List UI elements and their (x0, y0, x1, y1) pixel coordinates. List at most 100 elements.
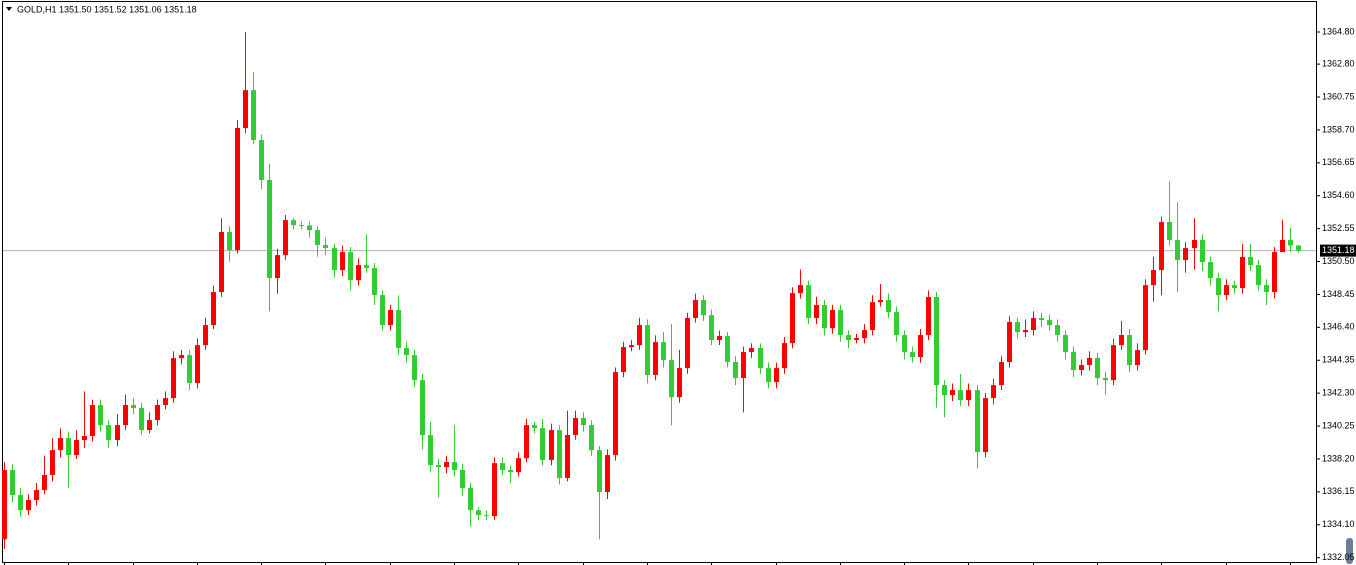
price-label-box (1320, 244, 1356, 257)
candle-body (90, 405, 95, 437)
candle-body (340, 252, 345, 271)
candle-body (669, 360, 674, 398)
candle-body (1119, 335, 1124, 346)
candle-body (693, 300, 698, 319)
candle-body (677, 368, 682, 398)
scroll-handle[interactable] (1346, 538, 1353, 564)
candle-body (115, 425, 120, 441)
candle-body (1151, 270, 1156, 286)
candle-body (123, 405, 128, 426)
candle-body (758, 348, 763, 369)
candle-body (50, 450, 55, 476)
candle-body (203, 325, 208, 346)
candle-body (1240, 257, 1245, 289)
candle-body (187, 355, 192, 384)
candle-body (396, 310, 401, 349)
candle-body (275, 255, 280, 279)
candle-body (235, 127, 240, 251)
candle-body (251, 90, 256, 141)
candle-body (259, 140, 264, 180)
candle-body (958, 390, 963, 401)
candle-body (983, 398, 988, 453)
candle-body (66, 438, 71, 456)
candle-body (1224, 285, 1229, 296)
candle-body (1232, 285, 1237, 289)
candle-body (1159, 222, 1164, 271)
candle-body (106, 425, 111, 441)
candle-body (782, 343, 787, 369)
candle-body (82, 436, 87, 441)
candle-body (428, 435, 433, 466)
candle-body (878, 300, 883, 303)
candle-body (444, 462, 449, 468)
candle-body (621, 347, 626, 373)
candle-body (1256, 265, 1261, 286)
collapse-icon[interactable] (6, 7, 12, 11)
candle-body (356, 265, 361, 281)
candle-body (926, 297, 931, 336)
candle-body (1095, 357, 1100, 379)
candle-body (1087, 357, 1092, 366)
candle-body (902, 335, 907, 353)
candle-body (966, 390, 971, 401)
candle-body (163, 398, 168, 406)
candle-body (315, 230, 320, 246)
candle-body (846, 335, 851, 341)
candle-body (1111, 345, 1116, 381)
candle-body (323, 245, 328, 249)
candle-body (1175, 240, 1180, 261)
candle-body (1192, 240, 1197, 249)
candle-body (516, 458, 521, 473)
candle-body (291, 220, 296, 226)
candle-body (1007, 322, 1012, 363)
candle-body (1031, 318, 1036, 331)
y-tick-label: 1364.80 (1322, 26, 1355, 36)
candle-body (26, 500, 31, 511)
candle-body (348, 252, 353, 281)
candle-body (211, 292, 216, 326)
candle-body (10, 470, 15, 496)
candle-body (838, 310, 843, 336)
candle-body (1183, 248, 1188, 261)
candle-body (388, 310, 393, 326)
y-tick-label: 1336.15 (1322, 486, 1355, 496)
plot-frame (2, 1, 1317, 563)
candle-body (171, 358, 176, 399)
candle-body (725, 336, 730, 363)
candle-body (637, 325, 642, 346)
candle-body (741, 352, 746, 379)
candle-body (74, 440, 79, 456)
candle-body (364, 265, 369, 269)
candle-body (524, 425, 529, 459)
candle-body (452, 462, 457, 471)
y-tick-label: 1354.60 (1322, 190, 1355, 200)
y-tick-label: 1362.80 (1322, 58, 1355, 68)
candle-body (299, 225, 304, 227)
candle-body (155, 405, 160, 421)
candle-body (597, 450, 602, 493)
candle-body (1248, 257, 1253, 266)
candle-body (58, 438, 63, 451)
candle-body (549, 430, 554, 461)
candle-body (404, 348, 409, 356)
candle-body (267, 179, 272, 279)
candle-body (717, 336, 722, 341)
candle-body (999, 362, 1004, 386)
y-tick-label: 1350.50 (1322, 256, 1355, 266)
candle-body (1264, 285, 1269, 293)
candle-body (532, 425, 537, 429)
candle-body (1063, 335, 1068, 353)
candle-body (412, 355, 417, 381)
candle-body (701, 300, 706, 316)
candle-body (581, 418, 586, 426)
candle-body (2, 470, 7, 540)
candle-body (492, 463, 497, 517)
candle-body (243, 90, 248, 128)
candle-body (1167, 222, 1172, 241)
candle-body (1280, 240, 1285, 253)
candle-body (307, 225, 312, 231)
candle-body (1127, 335, 1132, 366)
candle-body (460, 470, 465, 489)
candle-body (468, 488, 473, 511)
y-tick-label: 1348.45 (1322, 289, 1355, 299)
